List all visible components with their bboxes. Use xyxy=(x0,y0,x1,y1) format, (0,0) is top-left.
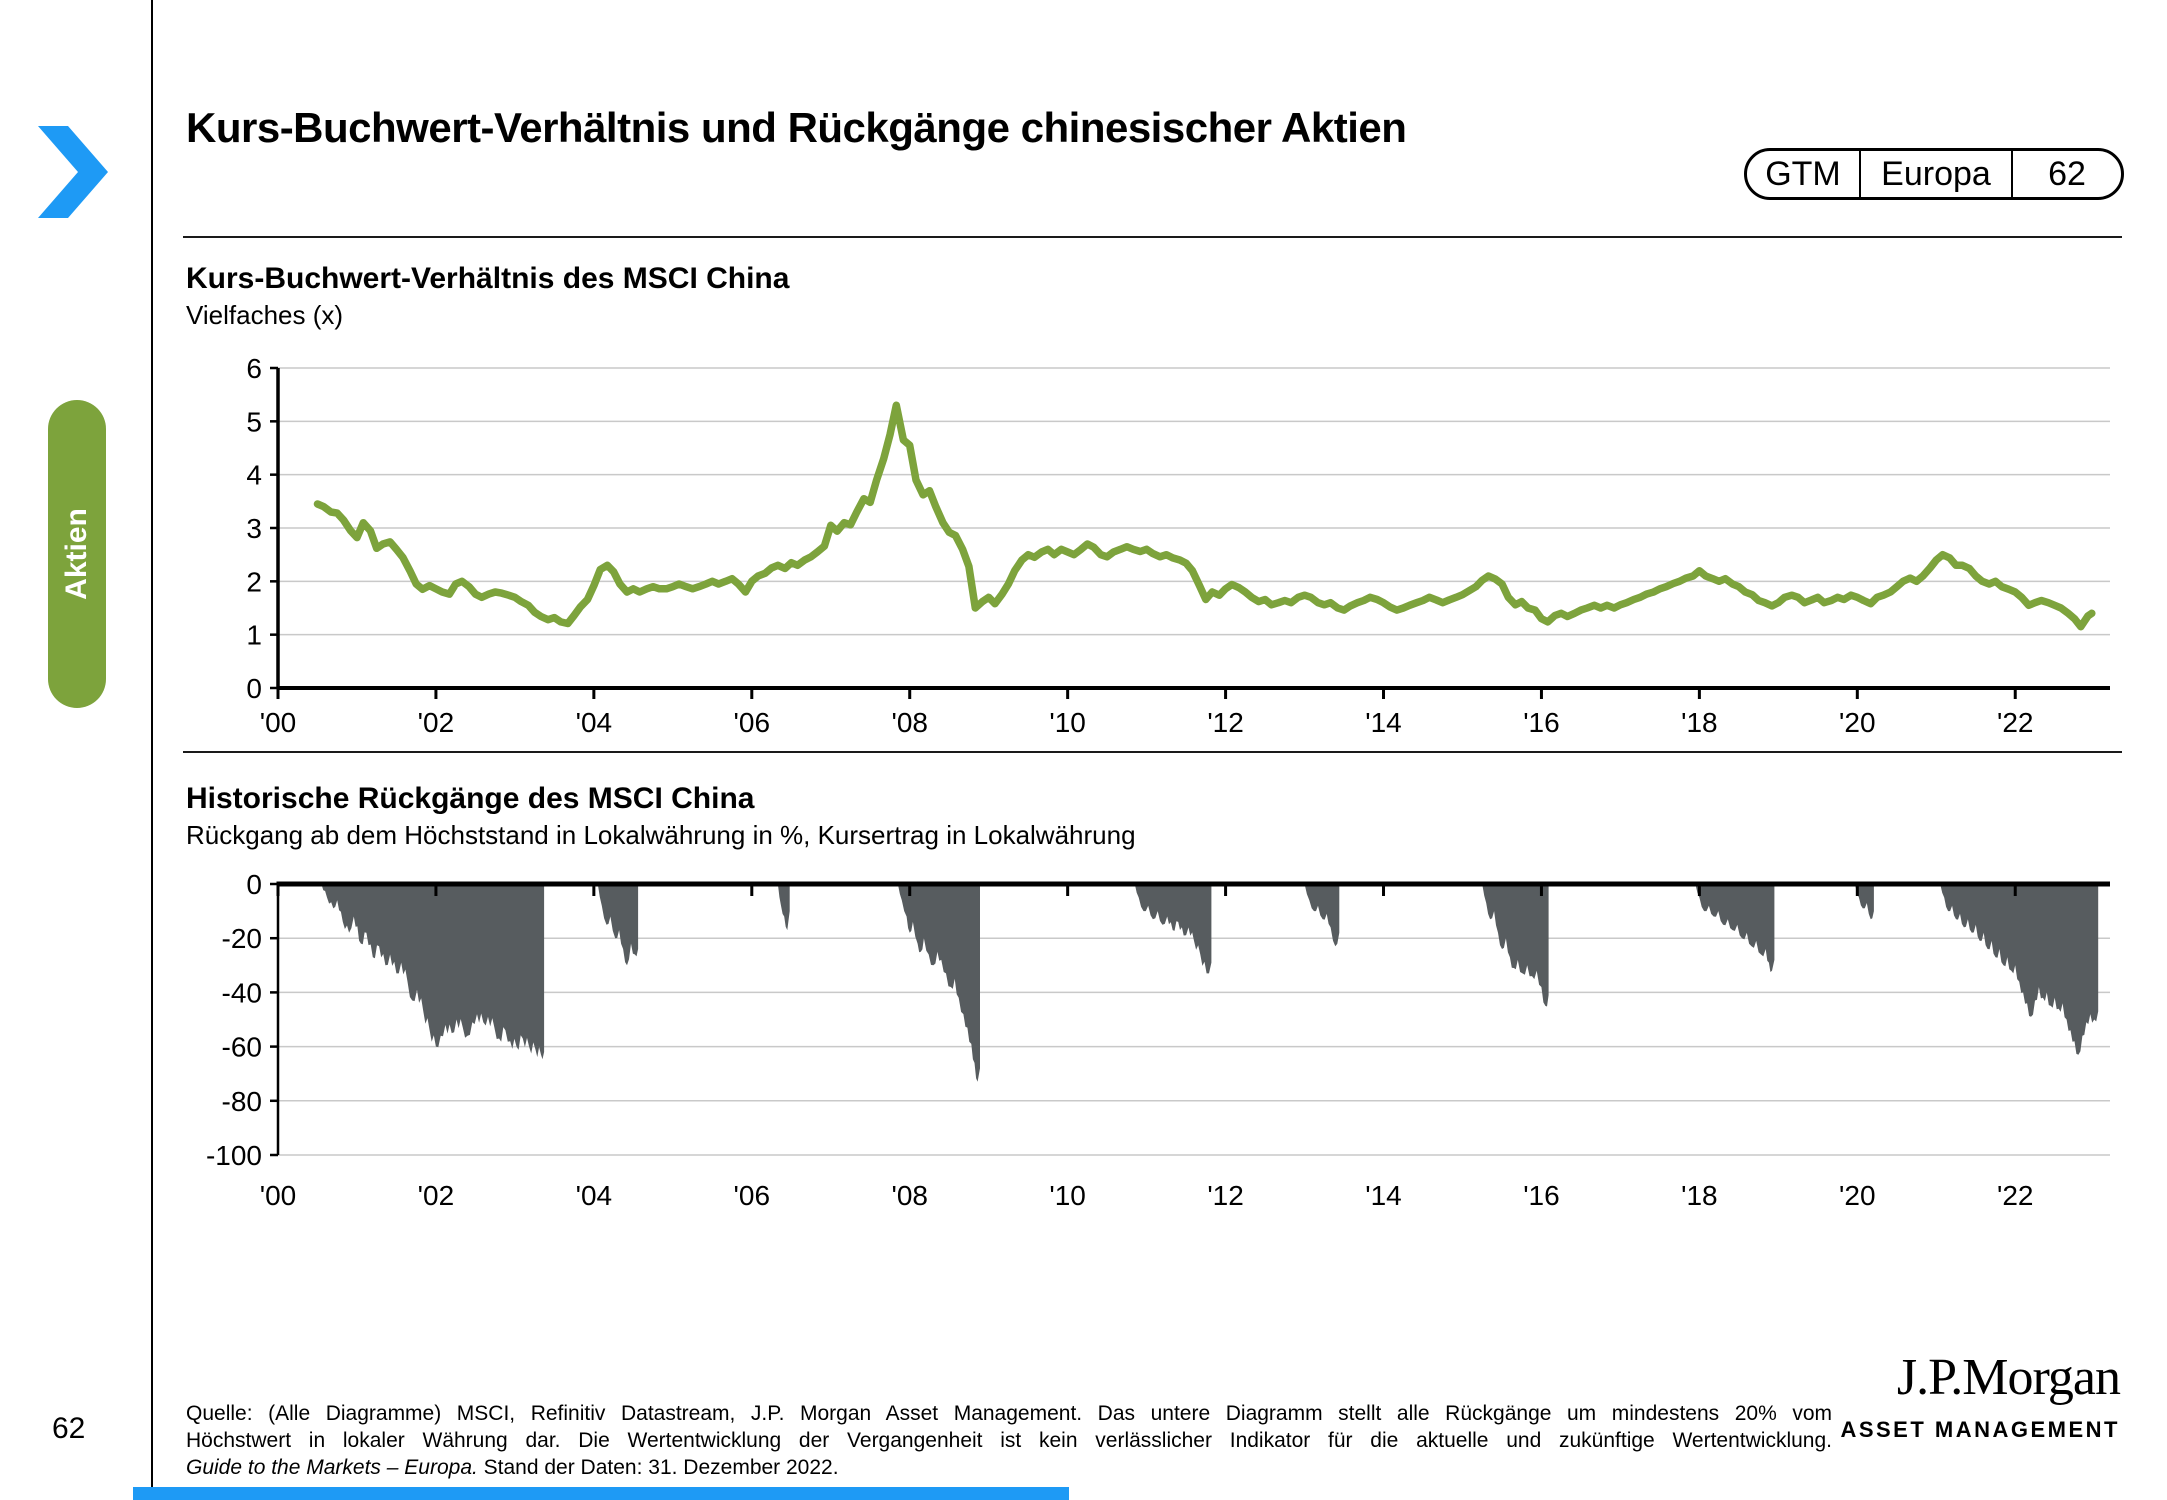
footnote-publication: Guide to the Markets – Europa. xyxy=(186,1456,478,1479)
x-axis-label: '04 xyxy=(576,1180,613,1211)
y-axis-label: 4 xyxy=(246,460,262,491)
y-axis-label: -20 xyxy=(222,923,262,954)
title-divider-rule xyxy=(183,236,2122,238)
drawdown-episode-area xyxy=(1482,884,1549,1007)
x-axis-label: '18 xyxy=(1681,1180,1718,1211)
gtm-badge-label: GTM xyxy=(1747,151,1861,197)
y-axis-label: -80 xyxy=(222,1086,262,1117)
chart2-heading: Historische Rückgänge des MSCI China xyxy=(186,782,755,815)
footnote-line-2: Höchstwert in lokaler Währung dar. Die W… xyxy=(186,1429,1832,1452)
chevron-right-icon xyxy=(38,126,108,218)
drawdown-episode-area xyxy=(321,884,545,1060)
x-axis-label: '00 xyxy=(260,1180,297,1211)
x-axis-label: '06 xyxy=(734,1180,771,1211)
x-axis-label: '22 xyxy=(1997,1180,2034,1211)
footnote-data-date: Stand der Daten: 31. Dezember 2022. xyxy=(477,1456,839,1479)
footnote-line-1: Quelle: (Alle Diagramme) MSCI, Refinitiv… xyxy=(186,1402,1832,1425)
bottom-accent-bar xyxy=(133,1487,1069,1500)
x-axis-label: '08 xyxy=(891,1180,928,1211)
footnote-line-3: Guide to the Markets – Europa. Stand der… xyxy=(186,1454,1832,1481)
section-divider-rule xyxy=(183,751,2122,753)
drawdown-episode-area xyxy=(1854,884,1874,920)
gtm-badge: GTM Europa 62 xyxy=(1744,148,2124,200)
x-axis-label: '02 xyxy=(418,1180,455,1211)
y-axis-label: -40 xyxy=(222,977,262,1008)
jpmorgan-logo: J.P.Morgan ASSET MANAGEMENT xyxy=(1840,1348,2121,1443)
x-axis-label: '20 xyxy=(1839,707,1876,738)
y-axis-label: 1 xyxy=(246,620,262,651)
y-axis-label: 0 xyxy=(246,869,262,900)
asset-management-label: ASSET MANAGEMENT xyxy=(1840,1417,2120,1442)
x-axis-label: '16 xyxy=(1523,1180,1560,1211)
x-axis-label: '06 xyxy=(734,707,771,738)
y-axis-label: 0 xyxy=(246,673,262,704)
y-axis-label: 2 xyxy=(246,566,262,597)
source-footnote: Quelle: (Alle Diagramme) MSCI, Refinitiv… xyxy=(186,1400,1832,1481)
x-axis-label: '22 xyxy=(1997,707,2034,738)
sidebar-tab-label: Aktien xyxy=(60,508,93,600)
left-margin-divider xyxy=(151,0,153,1500)
x-axis-label: '10 xyxy=(1049,1180,1086,1211)
y-axis-label: 6 xyxy=(246,353,262,384)
drawdown-area-chart: 0 -20 -40 -60 -80 -100 '00 '02 '04 '06 '08 '10 '12 '1… xyxy=(206,869,2110,1211)
page-number: 62 xyxy=(52,1412,86,1445)
chart2-subtitle: Rückgang ab dem Höchststand in Lokalwähr… xyxy=(186,820,1136,850)
x-axis-label: '00 xyxy=(260,707,297,738)
gtm-badge-page: 62 xyxy=(2048,154,2086,193)
drawdown-episode-area xyxy=(597,884,639,966)
chart1-heading: Kurs-Buchwert-Verhältnis des MSCI China xyxy=(186,262,790,295)
y-axis-label: 3 xyxy=(246,513,262,544)
x-axis-label: '10 xyxy=(1049,707,1086,738)
x-axis-label: '14 xyxy=(1365,707,1402,738)
pb-ratio-line-chart: 0 1 2 3 4 5 6 '00 '02 '04 '06 '08 '10 '12 '14 '16 '18 '20… xyxy=(246,353,2110,738)
jpmorgan-wordmark: J.P.Morgan xyxy=(1896,1349,2121,1406)
sidebar-tab-aktien: Aktien xyxy=(48,400,106,708)
x-axis-label: '18 xyxy=(1681,707,1718,738)
x-axis-label: '12 xyxy=(1207,707,1244,738)
chart1-subtitle: Vielfaches (x) xyxy=(186,300,344,330)
drawdown-episode-area xyxy=(1940,884,2099,1055)
page-title: Kurs-Buchwert-Verhältnis und Rückgänge c… xyxy=(186,104,1407,151)
x-axis-label: '08 xyxy=(891,707,928,738)
pb-ratio-line xyxy=(313,401,2096,631)
x-axis-label: '12 xyxy=(1207,1180,1244,1211)
x-axis-label: '14 xyxy=(1365,1180,1402,1211)
x-axis-label: '04 xyxy=(576,707,613,738)
gtm-badge-region: Europa xyxy=(1861,151,2013,197)
drawdown-episode-area xyxy=(897,884,980,1082)
drawdown-episode-area xyxy=(1134,884,1212,974)
drawdown-episode-area xyxy=(777,884,790,931)
x-axis-label: '02 xyxy=(418,707,455,738)
y-axis-label: -100 xyxy=(206,1140,262,1171)
y-axis-label: 5 xyxy=(246,406,262,437)
y-axis-label: -60 xyxy=(222,1032,262,1063)
x-axis-label: '20 xyxy=(1839,1180,1876,1211)
x-axis-label: '16 xyxy=(1523,707,1560,738)
drawdown-episode-area xyxy=(1304,884,1340,947)
drawdown-episode-area xyxy=(1695,884,1775,972)
